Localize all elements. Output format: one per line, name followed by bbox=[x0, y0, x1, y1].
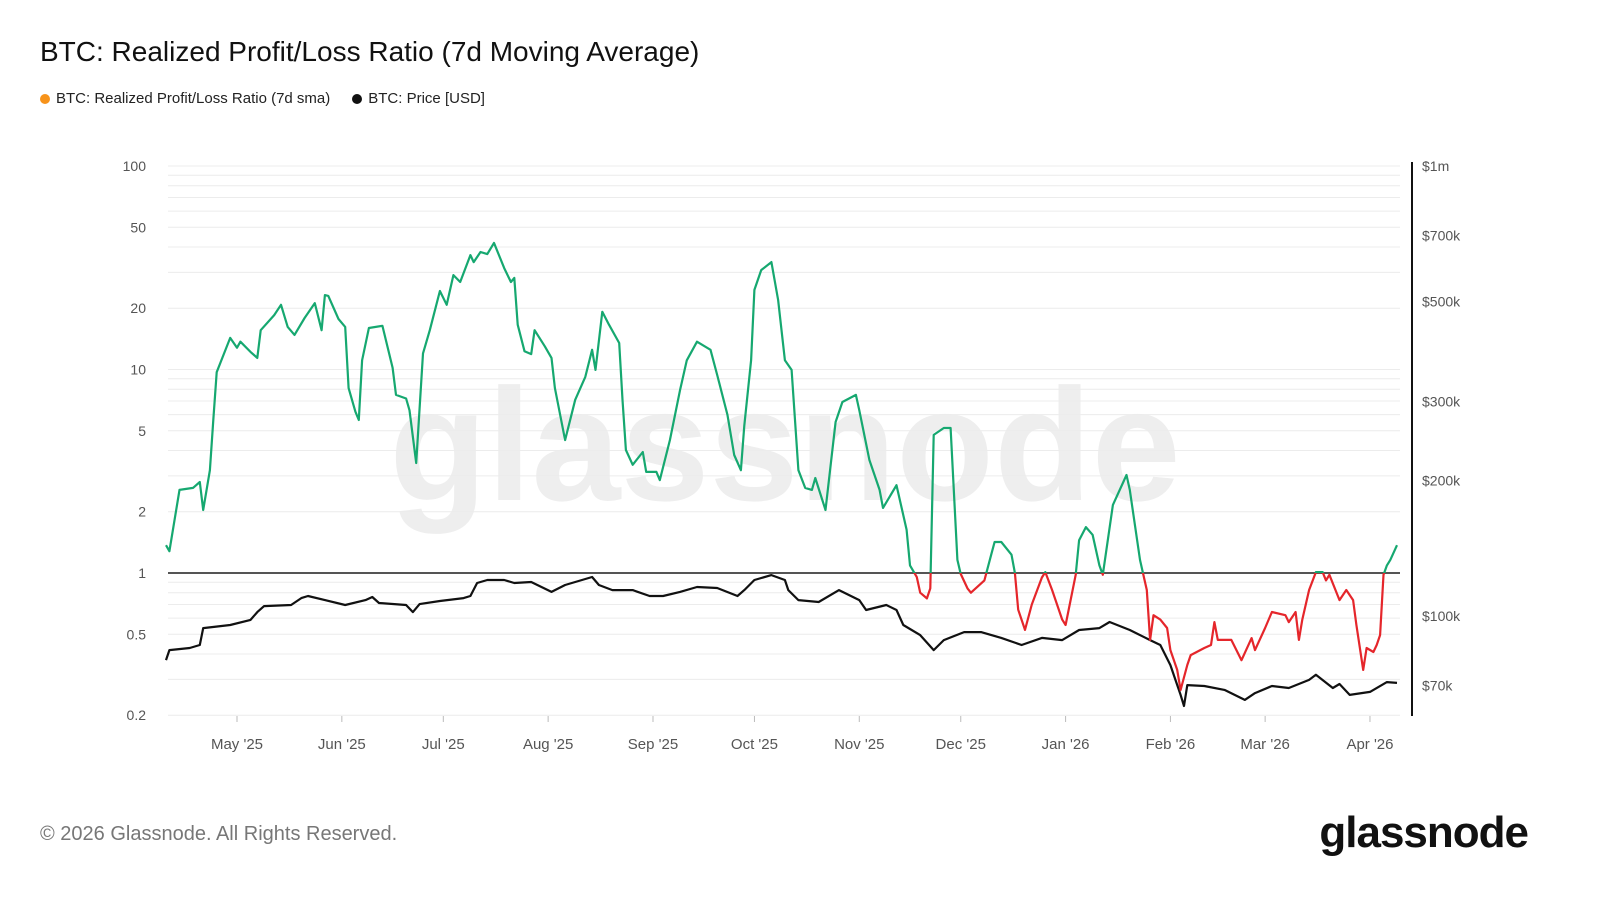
copyright: © 2026 Glassnode. All Rights Reserved. bbox=[40, 823, 398, 845]
legend-item-ratio[interactable]: BTC: Realized Profit/Loss Ratio (7d sma) bbox=[40, 90, 330, 107]
right-axis-ticks: $70k $100k $200k $300k $500k $700k $1m bbox=[1422, 158, 1461, 694]
legend-dot-ratio bbox=[40, 93, 50, 104]
x-tick-label: Aug '25 bbox=[523, 736, 573, 753]
x-tick-label: Apr '26 bbox=[1346, 736, 1393, 753]
watermark: glassnode bbox=[389, 355, 1180, 534]
x-tick-label: Jul '25 bbox=[422, 736, 465, 753]
right-tick-label: $300k bbox=[1422, 393, 1461, 409]
left-tick-label: 2 bbox=[138, 504, 146, 520]
right-tick-label: $500k bbox=[1422, 293, 1461, 309]
x-tick-label: Nov '25 bbox=[834, 736, 884, 753]
x-tick-label: Jan '26 bbox=[1042, 736, 1090, 753]
x-tick-label: Oct '25 bbox=[731, 736, 778, 753]
series-group bbox=[164, 241, 1400, 708]
x-axis-ticks: May '25 Jun '25 Jul '25 Aug '25 Sep '25 Oct '… bbox=[211, 716, 1394, 753]
legend-label-price: BTC: Price [USD] bbox=[368, 90, 485, 107]
legend: BTC: Realized Profit/Loss Ratio (7d sma)… bbox=[40, 90, 485, 107]
right-tick-label: $100k bbox=[1422, 608, 1461, 624]
left-tick-label: 0.2 bbox=[127, 707, 147, 723]
legend-item-price[interactable]: BTC: Price [USD] bbox=[352, 90, 485, 107]
x-tick-label: Mar '26 bbox=[1240, 736, 1290, 753]
left-tick-label: 100 bbox=[123, 158, 147, 174]
ratio-line-profit bbox=[165, 241, 1399, 573]
right-tick-label: $1m bbox=[1422, 158, 1449, 174]
left-tick-label: 10 bbox=[130, 362, 146, 378]
glassnode-logo: glassnode bbox=[1319, 808, 1529, 857]
x-tick-label: Feb '26 bbox=[1146, 736, 1196, 753]
right-tick-label: $200k bbox=[1422, 473, 1461, 489]
right-tick-label: $70k bbox=[1422, 678, 1453, 694]
left-tick-label: 50 bbox=[130, 219, 146, 235]
right-tick-label: $700k bbox=[1422, 228, 1461, 244]
left-tick-label: 20 bbox=[130, 300, 146, 316]
x-tick-label: Dec '25 bbox=[936, 736, 986, 753]
left-tick-label: 0.5 bbox=[127, 626, 147, 642]
left-tick-label: 1 bbox=[138, 565, 146, 581]
x-tick-label: Jun '25 bbox=[318, 736, 366, 753]
left-axis-ticks: 0.2 0.5 1 2 5 10 20 50 100 bbox=[123, 158, 147, 723]
ratio-line-loss bbox=[913, 573, 1386, 692]
chart-title: BTC: Realized Profit/Loss Ratio (7d Movi… bbox=[40, 36, 700, 67]
legend-dot-price bbox=[352, 93, 363, 104]
x-tick-label: May '25 bbox=[211, 736, 263, 753]
x-tick-label: Sep '25 bbox=[628, 736, 678, 753]
price-line bbox=[164, 574, 1398, 708]
legend-label-ratio: BTC: Realized Profit/Loss Ratio (7d sma) bbox=[56, 90, 331, 107]
gridlines bbox=[168, 165, 1400, 716]
left-tick-label: 5 bbox=[138, 423, 146, 439]
